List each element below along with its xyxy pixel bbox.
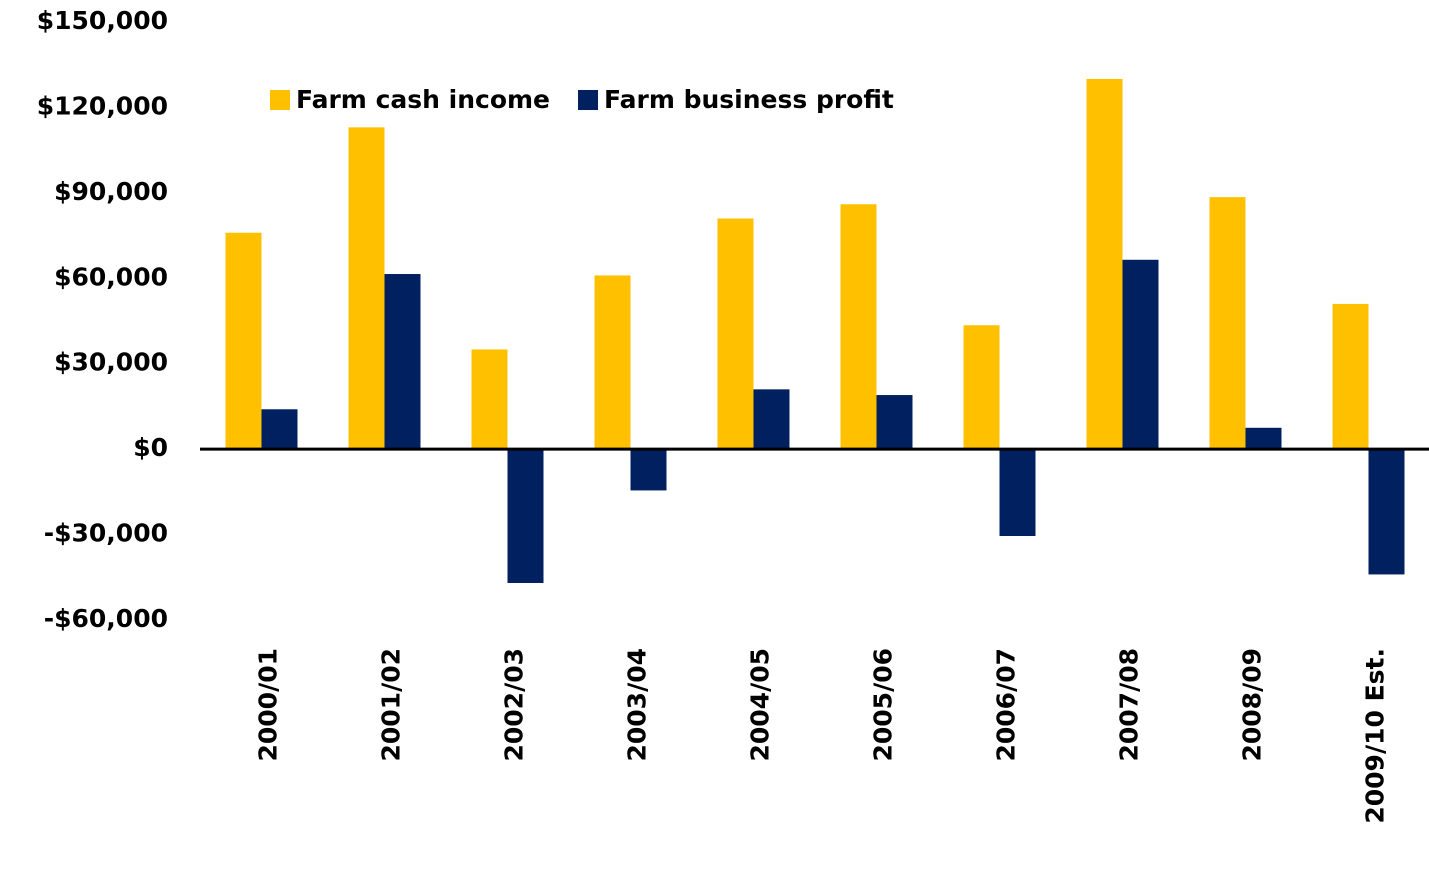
bar (1332, 303, 1369, 450)
bar (261, 409, 298, 450)
x-tick-label: 2006/07 (992, 648, 1021, 762)
bar (471, 349, 508, 450)
legend-label: Farm cash income (296, 85, 550, 114)
bar (594, 275, 631, 450)
bar (1245, 427, 1282, 450)
x-tick-label: 2002/03 (500, 648, 529, 762)
y-tick-label: $120,000 (37, 91, 168, 120)
bar (225, 232, 262, 450)
x-tick-label: 2003/04 (623, 648, 652, 762)
bar (753, 389, 790, 450)
y-tick-label: $90,000 (54, 177, 168, 206)
bar (876, 395, 913, 450)
legend-swatch (270, 90, 290, 110)
bar (963, 325, 1000, 450)
bar (348, 127, 385, 450)
x-tick-label: 2009/10 Est. (1361, 648, 1390, 824)
bar (507, 449, 544, 583)
bar (1368, 449, 1405, 575)
bar (1086, 78, 1123, 450)
x-tick-label: 2008/09 (1238, 648, 1267, 762)
x-tick-label: 2000/01 (254, 648, 283, 762)
y-tick-label: $150,000 (37, 6, 168, 35)
y-tick-label: $0 (133, 433, 168, 462)
bar (1209, 197, 1246, 450)
y-tick-label: -$60,000 (44, 604, 168, 633)
bar (384, 274, 421, 450)
legend-swatch (578, 90, 599, 110)
bar (840, 204, 877, 450)
y-tick-label: $60,000 (54, 262, 168, 291)
bar (999, 449, 1036, 536)
bar (630, 449, 667, 491)
bar (1122, 259, 1159, 450)
x-tick-label: 2007/08 (1115, 648, 1144, 762)
legend-label: Farm business profit (604, 85, 894, 114)
y-tick-label: -$30,000 (44, 519, 168, 548)
x-tick-label: 2004/05 (746, 648, 775, 762)
bar (717, 218, 754, 450)
x-tick-label: 2005/06 (869, 648, 898, 762)
x-tick-label: 2001/02 (377, 648, 406, 762)
y-tick-label: $30,000 (54, 348, 168, 377)
